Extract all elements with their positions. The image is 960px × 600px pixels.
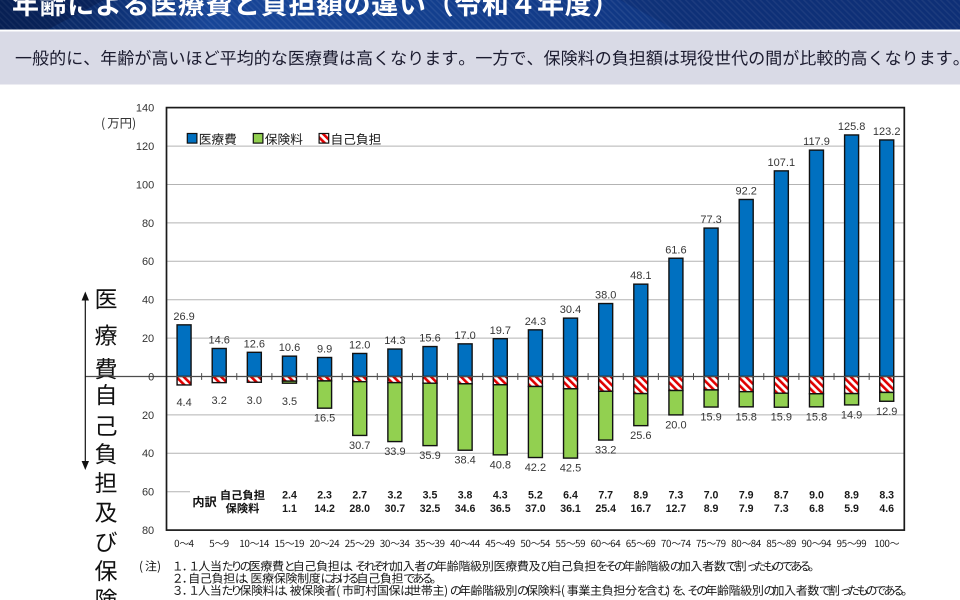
svg-text:6.4: 6.4 bbox=[563, 490, 578, 502]
svg-text:9.9: 9.9 bbox=[317, 344, 332, 356]
svg-text:3.2: 3.2 bbox=[212, 395, 227, 407]
svg-text:2.7: 2.7 bbox=[352, 490, 367, 502]
svg-text:16.7: 16.7 bbox=[630, 503, 651, 515]
svg-text:117.9: 117.9 bbox=[803, 136, 830, 148]
svg-text:5.9: 5.9 bbox=[844, 503, 859, 515]
svg-text:34.6: 34.6 bbox=[455, 503, 476, 515]
svg-text:38.0: 38.0 bbox=[595, 290, 616, 302]
svg-text:42.2: 42.2 bbox=[525, 462, 546, 474]
svg-text:40: 40 bbox=[142, 295, 154, 307]
svg-text:15.9: 15.9 bbox=[771, 412, 792, 424]
svg-text:30.7: 30.7 bbox=[349, 440, 370, 452]
svg-text:3.8: 3.8 bbox=[458, 490, 473, 502]
svg-text:120: 120 bbox=[136, 141, 154, 153]
svg-text:35.9: 35.9 bbox=[419, 450, 440, 462]
svg-text:2.4: 2.4 bbox=[282, 490, 297, 502]
svg-text:7.3: 7.3 bbox=[774, 503, 789, 515]
svg-text:7.7: 7.7 bbox=[598, 490, 613, 502]
svg-text:9.0: 9.0 bbox=[809, 490, 824, 502]
svg-text:25.4: 25.4 bbox=[595, 503, 616, 515]
svg-text:30.4: 30.4 bbox=[560, 304, 581, 316]
svg-text:30.7: 30.7 bbox=[385, 503, 406, 515]
svg-text:8.9: 8.9 bbox=[704, 503, 719, 515]
svg-text:4.3: 4.3 bbox=[493, 490, 508, 502]
svg-text:77.3: 77.3 bbox=[700, 214, 721, 226]
svg-text:36.1: 36.1 bbox=[560, 503, 581, 515]
svg-text:100: 100 bbox=[136, 179, 154, 191]
svg-text:7.0: 7.0 bbox=[704, 490, 719, 502]
svg-text:10.6: 10.6 bbox=[279, 342, 300, 354]
svg-text:24.3: 24.3 bbox=[525, 316, 546, 328]
svg-text:42.5: 42.5 bbox=[560, 463, 581, 475]
svg-text:80: 80 bbox=[142, 525, 154, 537]
svg-text:80: 80 bbox=[142, 218, 154, 230]
svg-text:1.1: 1.1 bbox=[282, 503, 297, 515]
svg-text:2.3: 2.3 bbox=[317, 490, 332, 502]
svg-text:92.2: 92.2 bbox=[735, 186, 756, 198]
svg-text:4.6: 4.6 bbox=[879, 503, 894, 515]
svg-text:15.8: 15.8 bbox=[735, 411, 756, 423]
svg-text:38.4: 38.4 bbox=[454, 455, 475, 467]
svg-text:20: 20 bbox=[142, 410, 154, 422]
svg-text:7.3: 7.3 bbox=[669, 490, 684, 502]
svg-text:16.5: 16.5 bbox=[314, 413, 335, 425]
svg-text:32.5: 32.5 bbox=[420, 503, 441, 515]
svg-text:7.9: 7.9 bbox=[739, 503, 754, 515]
svg-text:12.7: 12.7 bbox=[666, 503, 687, 515]
svg-text:123.2: 123.2 bbox=[873, 126, 901, 138]
svg-text:3.5: 3.5 bbox=[282, 396, 297, 408]
svg-text:7.9: 7.9 bbox=[739, 490, 754, 502]
svg-text:125.8: 125.8 bbox=[838, 121, 866, 133]
svg-text:14.3: 14.3 bbox=[384, 335, 405, 347]
svg-text:20.0: 20.0 bbox=[665, 419, 686, 431]
svg-text:3.2: 3.2 bbox=[388, 490, 403, 502]
svg-text:3.5: 3.5 bbox=[423, 490, 438, 502]
svg-text:6.8: 6.8 bbox=[809, 503, 824, 515]
svg-text:26.9: 26.9 bbox=[173, 311, 194, 323]
svg-text:12.6: 12.6 bbox=[244, 338, 265, 350]
svg-text:60: 60 bbox=[142, 487, 154, 499]
svg-text:20: 20 bbox=[142, 333, 154, 345]
svg-text:4.4: 4.4 bbox=[176, 397, 191, 409]
svg-text:12.0: 12.0 bbox=[349, 340, 370, 352]
svg-text:40: 40 bbox=[142, 448, 154, 460]
svg-text:36.5: 36.5 bbox=[490, 503, 511, 515]
svg-text:28.0: 28.0 bbox=[349, 503, 370, 515]
svg-text:61.6: 61.6 bbox=[665, 244, 686, 256]
svg-text:19.7: 19.7 bbox=[490, 325, 511, 337]
svg-text:17.0: 17.0 bbox=[454, 330, 475, 342]
svg-text:37.0: 37.0 bbox=[525, 503, 546, 515]
svg-text:140: 140 bbox=[136, 103, 154, 115]
svg-text:33.9: 33.9 bbox=[384, 446, 405, 458]
svg-text:15.8: 15.8 bbox=[806, 411, 827, 423]
svg-text:14.2: 14.2 bbox=[314, 503, 335, 515]
svg-text:48.1: 48.1 bbox=[630, 270, 651, 282]
svg-text:0: 0 bbox=[148, 371, 154, 383]
svg-text:8.9: 8.9 bbox=[633, 490, 648, 502]
svg-text:15.6: 15.6 bbox=[419, 333, 440, 345]
svg-text:8.7: 8.7 bbox=[774, 490, 789, 502]
svg-text:40.8: 40.8 bbox=[490, 459, 511, 471]
svg-text:14.6: 14.6 bbox=[208, 335, 229, 347]
svg-text:33.2: 33.2 bbox=[595, 445, 616, 457]
svg-text:15.9: 15.9 bbox=[700, 412, 721, 424]
svg-text:25.6: 25.6 bbox=[630, 430, 651, 442]
svg-text:3.0: 3.0 bbox=[247, 395, 262, 407]
svg-text:107.1: 107.1 bbox=[768, 157, 796, 169]
svg-text:14.9: 14.9 bbox=[841, 409, 862, 421]
svg-text:60: 60 bbox=[142, 256, 154, 268]
svg-text:5.2: 5.2 bbox=[528, 490, 543, 502]
svg-text:8.9: 8.9 bbox=[844, 490, 859, 502]
svg-text:8.3: 8.3 bbox=[879, 490, 894, 502]
svg-text:12.9: 12.9 bbox=[876, 406, 897, 418]
